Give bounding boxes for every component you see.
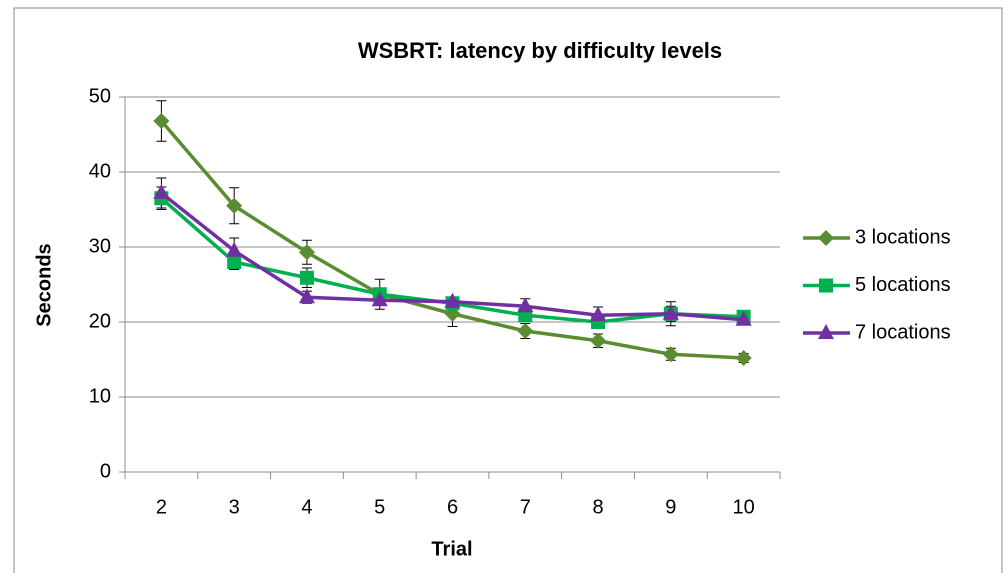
marker — [153, 113, 170, 129]
marker — [818, 230, 834, 246]
y-tick-label: 30 — [89, 235, 111, 257]
y-axis-label: Seconds — [33, 243, 55, 326]
chart-title: WSBRT: latency by difficulty levels — [358, 38, 722, 63]
x-tick-label: 8 — [592, 496, 603, 518]
x-tick-label: 3 — [229, 496, 240, 518]
marker — [299, 270, 314, 285]
marker — [227, 255, 242, 269]
chart-frame — [13, 7, 1003, 573]
x-tick-label: 10 — [732, 496, 754, 518]
x-tick-label: 2 — [156, 496, 167, 518]
marker — [517, 323, 534, 339]
marker — [590, 332, 607, 349]
y-tick-label: 50 — [89, 85, 111, 107]
marker — [819, 278, 833, 293]
marker — [153, 184, 170, 199]
y-tick-label: 0 — [100, 460, 111, 482]
y-tick-label: 40 — [89, 160, 111, 182]
y-tick-label: 20 — [89, 310, 111, 332]
x-tick-label: 6 — [447, 496, 458, 518]
x-tick-label: 4 — [301, 496, 312, 518]
x-tick-label: 9 — [665, 496, 676, 518]
marker — [226, 241, 243, 257]
x-tick-label: 5 — [374, 496, 385, 518]
marker — [735, 310, 752, 326]
legend-label: 7 locations — [855, 321, 951, 343]
marker — [662, 304, 679, 320]
marker — [818, 324, 834, 339]
y-tick-label: 10 — [89, 385, 111, 407]
marker — [735, 350, 752, 366]
marker — [371, 291, 388, 307]
marker — [444, 292, 461, 308]
marker — [590, 306, 607, 322]
marker — [517, 297, 534, 313]
marker — [662, 346, 679, 363]
marker — [298, 244, 315, 261]
x-axis-label: Trial — [431, 538, 472, 560]
legend-label: 3 locations — [855, 226, 951, 248]
marker — [298, 288, 315, 304]
legend-label: 5 locations — [855, 274, 951, 296]
marker — [226, 197, 243, 214]
x-tick-label: 7 — [520, 496, 531, 518]
